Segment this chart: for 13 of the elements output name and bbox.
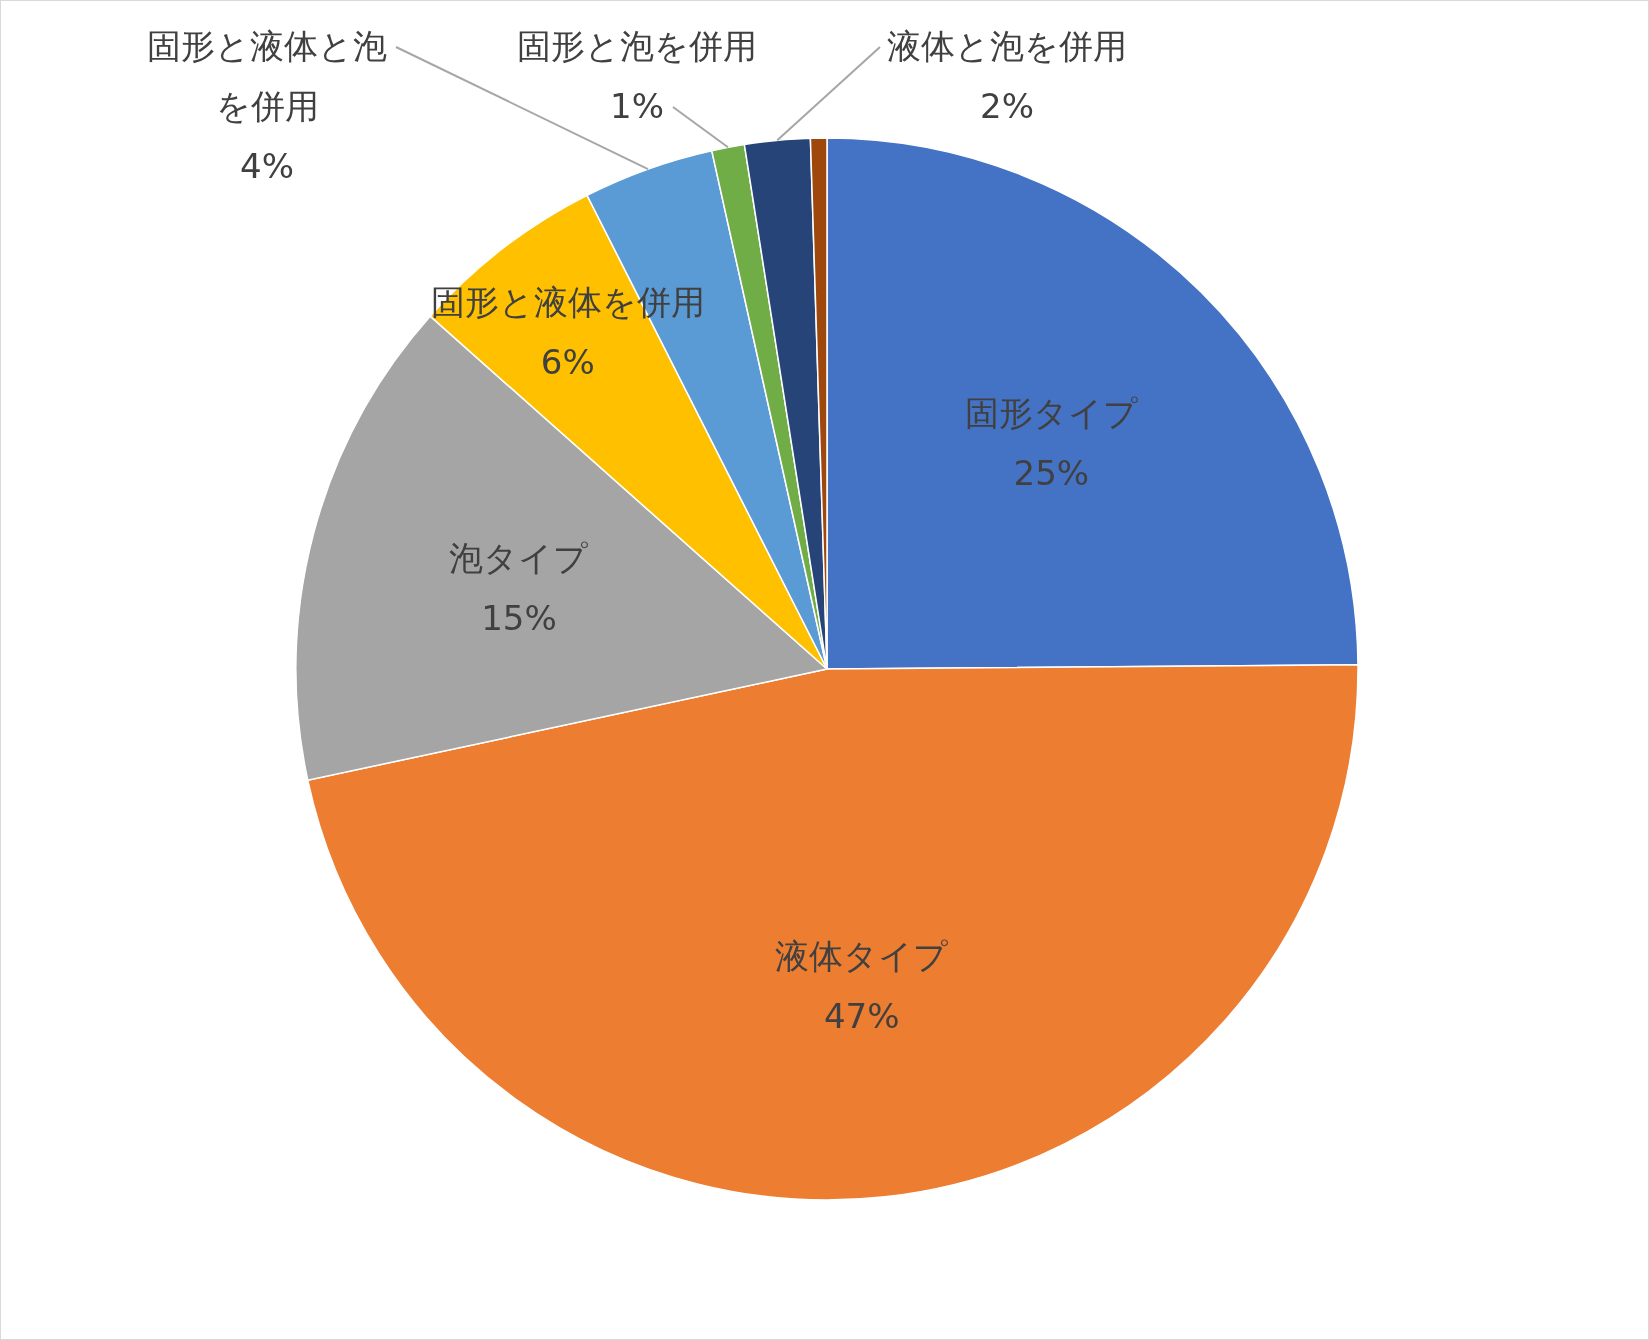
data-label: 6% bbox=[540, 342, 595, 383]
slice-label: 固形と液体と泡を併用 bbox=[147, 26, 387, 126]
data-label: 25% bbox=[1013, 452, 1090, 493]
slice-label: 固形と泡を併用 bbox=[517, 26, 757, 66]
data-label: 2% bbox=[980, 86, 1034, 126]
slice-label: 液体タイプ bbox=[775, 935, 949, 976]
data-label: 15% bbox=[481, 597, 557, 638]
slice-label: 泡タイプ bbox=[449, 537, 589, 578]
data-label: 4% bbox=[240, 146, 294, 186]
data-label: 47% bbox=[823, 995, 900, 1036]
data-label: 1% bbox=[610, 86, 664, 126]
slice-label: 液体と泡を併用 bbox=[887, 26, 1127, 66]
slice-label: 固形タイプ bbox=[964, 392, 1138, 433]
